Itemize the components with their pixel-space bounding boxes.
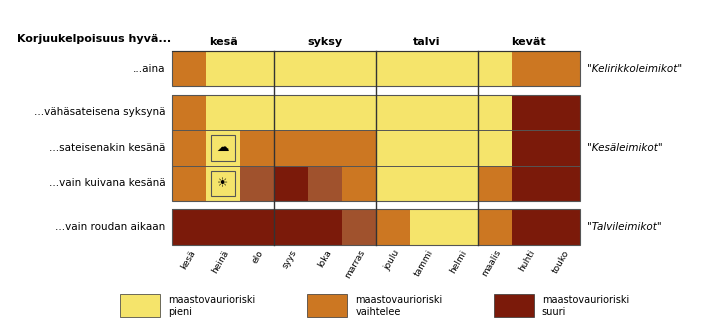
Text: heinä: heinä: [211, 248, 230, 275]
Bar: [444, 130, 478, 166]
Text: syys: syys: [281, 248, 299, 270]
Bar: [342, 51, 376, 86]
Bar: [240, 166, 274, 201]
Text: kevät: kevät: [512, 38, 547, 47]
Bar: [172, 209, 580, 245]
Bar: [308, 95, 342, 130]
Text: touko: touko: [550, 248, 571, 275]
Bar: [444, 209, 478, 245]
Bar: [206, 130, 240, 166]
Text: maastovaurioriski
vaihtelee: maastovaurioriski vaihtelee: [355, 295, 443, 317]
Bar: [172, 166, 206, 201]
Bar: [274, 209, 308, 245]
Bar: [274, 166, 308, 201]
Bar: [376, 166, 410, 201]
Bar: [410, 51, 444, 86]
Bar: [342, 166, 376, 201]
Text: marras: marras: [343, 248, 367, 280]
Bar: [308, 209, 342, 245]
Bar: [172, 130, 206, 166]
Bar: [308, 51, 342, 86]
Bar: [307, 294, 347, 317]
Text: elo: elo: [250, 248, 265, 265]
Bar: [342, 95, 376, 130]
Bar: [274, 95, 308, 130]
Text: ...aina: ...aina: [133, 63, 165, 74]
Text: ...sateisenakin kesänä: ...sateisenakin kesänä: [49, 143, 165, 153]
Bar: [546, 166, 580, 201]
Text: syksy: syksy: [308, 38, 343, 47]
Bar: [240, 209, 274, 245]
Bar: [512, 166, 546, 201]
Text: tammi: tammi: [412, 248, 435, 278]
Bar: [342, 130, 376, 166]
Bar: [274, 130, 308, 166]
Bar: [478, 130, 512, 166]
Bar: [240, 130, 274, 166]
Bar: [546, 51, 580, 86]
Bar: [376, 51, 410, 86]
Text: talvi: talvi: [413, 38, 440, 47]
Bar: [206, 51, 240, 86]
Bar: [240, 95, 274, 130]
Bar: [410, 130, 444, 166]
Bar: [444, 51, 478, 86]
Bar: [478, 95, 512, 130]
Text: maalis: maalis: [480, 248, 503, 279]
Bar: [211, 135, 235, 161]
Text: ☀: ☀: [218, 177, 228, 190]
Text: huhti: huhti: [518, 248, 537, 273]
Bar: [493, 294, 534, 317]
Bar: [172, 51, 206, 86]
Bar: [410, 166, 444, 201]
Text: kesä: kesä: [209, 38, 238, 47]
Text: loka: loka: [315, 248, 333, 269]
Text: kesä: kesä: [179, 248, 197, 271]
Bar: [206, 209, 240, 245]
Bar: [308, 166, 342, 201]
Bar: [240, 51, 274, 86]
Bar: [512, 51, 546, 86]
Bar: [342, 209, 376, 245]
Bar: [512, 209, 546, 245]
Text: ...vain kuivana kesänä: ...vain kuivana kesänä: [49, 178, 165, 189]
Bar: [206, 95, 240, 130]
Bar: [120, 294, 160, 317]
Bar: [546, 95, 580, 130]
Bar: [172, 95, 206, 130]
Bar: [308, 130, 342, 166]
Bar: [512, 95, 546, 130]
Text: maastovaurioriski
pieni: maastovaurioriski pieni: [168, 295, 256, 317]
Bar: [206, 166, 240, 201]
Bar: [410, 209, 444, 245]
Bar: [512, 130, 546, 166]
Text: "Kelirikkoleimikot": "Kelirikkoleimikot": [587, 63, 682, 74]
Bar: [376, 209, 410, 245]
Bar: [444, 166, 478, 201]
Text: joulu: joulu: [382, 248, 401, 272]
Text: Korjuukelpoisuus hyvä...: Korjuukelpoisuus hyvä...: [16, 34, 170, 44]
Bar: [274, 51, 308, 86]
Text: ...vähäsateisena syksynä: ...vähäsateisena syksynä: [34, 107, 165, 117]
Bar: [478, 166, 512, 201]
Text: maastovaurioriski
suuri: maastovaurioriski suuri: [542, 295, 629, 317]
Text: "Talvileimikot": "Talvileimikot": [587, 222, 662, 232]
Bar: [376, 95, 410, 130]
Bar: [410, 95, 444, 130]
Text: ☁: ☁: [217, 141, 229, 154]
Bar: [172, 209, 206, 245]
Text: helmi: helmi: [448, 248, 469, 275]
Bar: [172, 95, 580, 201]
Bar: [211, 171, 235, 196]
Bar: [478, 51, 512, 86]
Bar: [444, 95, 478, 130]
Text: "Kesäleimikot": "Kesäleimikot": [587, 143, 662, 153]
Bar: [172, 51, 580, 86]
Bar: [546, 209, 580, 245]
Bar: [546, 130, 580, 166]
Text: ...vain roudan aikaan: ...vain roudan aikaan: [55, 222, 165, 232]
Bar: [478, 209, 512, 245]
Bar: [376, 130, 410, 166]
